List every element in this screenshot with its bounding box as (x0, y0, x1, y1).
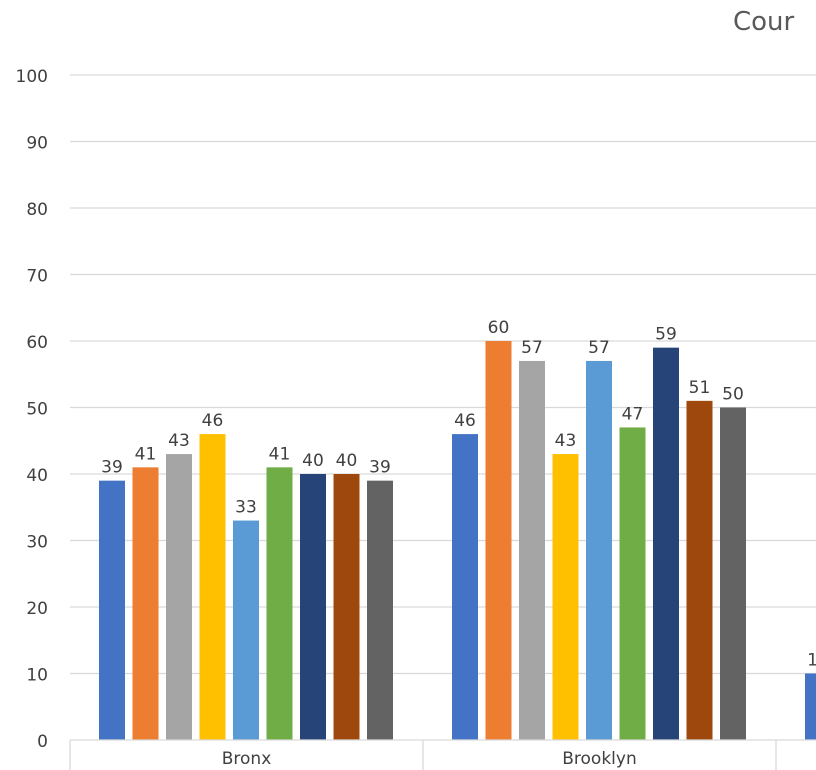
y-tick-label: 80 (26, 200, 48, 220)
y-tick-label: 0 (37, 732, 48, 752)
bar (132, 467, 159, 740)
x-tick-label: Bronx (222, 749, 272, 769)
bar (552, 454, 579, 740)
x-axis: Bronx Brooklyn (69, 739, 816, 770)
data-label: 59 (655, 325, 677, 345)
data-label: 60 (488, 318, 510, 338)
data-label: 57 (588, 338, 610, 358)
bar (333, 474, 360, 740)
data-label: 46 (454, 411, 476, 431)
bar-series (99, 341, 816, 740)
data-label: 43 (555, 431, 577, 451)
data-label: 40 (302, 451, 324, 471)
data-label: 43 (168, 431, 190, 451)
gridlines (70, 74, 816, 675)
data-label: 40 (336, 451, 358, 471)
bar (805, 673, 816, 740)
bar (300, 474, 326, 740)
chart-title: Cour (733, 7, 795, 37)
y-tick-label: 70 (26, 267, 48, 287)
data-label: 39 (369, 458, 391, 478)
data-label: 51 (689, 378, 711, 398)
data-label: 39 (101, 458, 123, 478)
bar (519, 360, 545, 740)
bar (99, 480, 125, 740)
bar (720, 407, 746, 740)
data-label: 41 (135, 444, 157, 464)
data-label: 10 (807, 651, 816, 671)
y-tick-label: 30 (26, 533, 48, 553)
bar (452, 434, 478, 740)
bar (166, 454, 192, 740)
y-axis-tick-labels: 0 10 20 30 40 50 60 70 80 90 100 (16, 67, 48, 752)
bar (586, 360, 612, 740)
y-tick-label: 90 (26, 134, 48, 154)
bar (266, 467, 293, 740)
x-tick-label: Brooklyn (562, 749, 636, 769)
bar (653, 347, 679, 740)
y-tick-label: 60 (26, 333, 48, 353)
bar (199, 434, 226, 740)
y-tick-label: 10 (26, 666, 48, 686)
data-label: 46 (202, 411, 224, 431)
data-label: 50 (722, 385, 744, 405)
data-labels: 39 46 10 41 60 43 57 46 43 33 57 41 47 40 59 40 51 39 50 (101, 318, 816, 671)
y-tick-label: 100 (16, 67, 48, 87)
bar (619, 427, 646, 740)
data-label: 33 (235, 498, 257, 518)
bar (367, 480, 393, 740)
data-label: 57 (521, 338, 543, 358)
y-tick-label: 20 (26, 599, 48, 619)
data-label: 47 (622, 404, 644, 424)
y-tick-label: 50 (26, 400, 48, 420)
y-tick-label: 40 (26, 466, 48, 486)
bar (485, 341, 512, 740)
bar (686, 400, 713, 740)
data-label: 41 (269, 444, 291, 464)
bar (233, 520, 259, 740)
